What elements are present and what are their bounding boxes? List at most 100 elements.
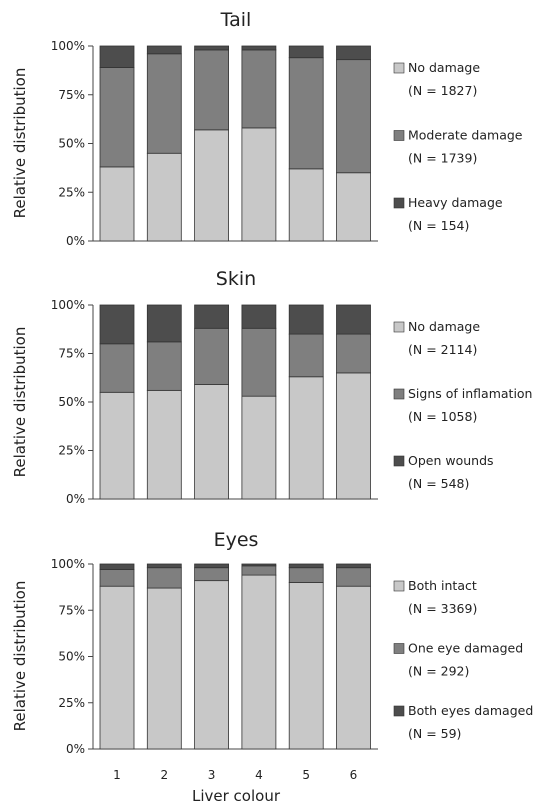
y-tick-label-0-4: 100%: [51, 39, 85, 53]
bar-segment-2-2-0: [194, 580, 230, 750]
bar-segment-0-5-2: [336, 45, 371, 61]
legend-label-1-0: No damage: [408, 319, 480, 334]
bar-segment-2-4-2: [288, 563, 324, 569]
bar-segment-2-0-0: [99, 585, 135, 750]
bar-segment-0-0-0: [99, 166, 135, 242]
x-axis-label: Liver colour: [192, 787, 281, 805]
y-tick-label-0-3: 75%: [58, 88, 85, 102]
bar-segment-1-2-0: [194, 384, 230, 500]
bar-segment-1-1-2: [146, 304, 182, 343]
legend-swatch-0-2: [393, 197, 405, 209]
chart-title-0: Tail: [220, 9, 252, 31]
bar-segment-1-5-0: [336, 372, 371, 500]
bar-segment-2-3-2: [241, 563, 277, 567]
x-tick-label-2: 3: [208, 768, 216, 782]
bar-segment-0-2-0: [194, 129, 230, 242]
legend-swatch-0-1: [393, 130, 405, 141]
bar-segment-0-3-0: [241, 127, 277, 242]
legend-label-0-1: Moderate damage: [408, 128, 523, 143]
legend-count-0-2: (N = 154): [408, 218, 469, 233]
y-tick-label-1-4: 100%: [51, 298, 85, 312]
legend-label-1-2: Open wounds: [408, 453, 494, 468]
bar-segment-2-1-2: [146, 563, 182, 569]
bar-segment-0-1-1: [146, 53, 182, 154]
legend-count-0-1: (N = 1739): [408, 151, 477, 166]
bar-segment-0-0-1: [99, 67, 135, 168]
y-tick-label-0-2: 50%: [58, 137, 85, 151]
bar-segment-1-5-2: [336, 304, 371, 335]
legend-swatch-1-0: [393, 321, 405, 333]
bar-segment-2-5-1: [336, 567, 371, 587]
bar-segment-0-4-1: [288, 57, 324, 170]
bar-segment-0-1-0: [146, 152, 182, 242]
bar-segment-0-5-0: [336, 172, 371, 242]
bar-segment-1-2-2: [194, 304, 230, 329]
legend-swatch-2-1: [393, 643, 405, 654]
bar-segment-0-1-2: [146, 45, 182, 55]
legend-swatch-2-0: [393, 580, 405, 592]
legend-count-1-2: (N = 548): [408, 476, 469, 491]
legend-count-2-2: (N = 59): [408, 726, 461, 741]
y-tick-label-1-0: 0%: [66, 492, 85, 506]
bar-segment-1-4-0: [288, 376, 324, 500]
x-tick-label-4: 5: [302, 768, 310, 782]
bar-segment-1-0-1: [99, 343, 135, 393]
bar-segment-1-5-1: [336, 333, 371, 374]
legend-swatch-1-1: [393, 388, 405, 400]
legend-label-2-1: One eye damaged: [408, 641, 523, 656]
bar-segment-2-3-1: [241, 565, 277, 576]
bar-segment-0-0-2: [99, 45, 135, 68]
legend-label-2-0: Both intact: [408, 578, 477, 593]
y-tick-label-0-0: 0%: [66, 234, 85, 248]
bar-segment-2-1-1: [146, 567, 182, 589]
bar-segment-2-4-0: [288, 582, 324, 750]
y-tick-label-2-1: 25%: [58, 696, 85, 710]
bar-segment-2-0-1: [99, 569, 135, 587]
bar-segment-1-0-0: [99, 391, 135, 500]
legend-count-2-0: (N = 3369): [408, 601, 477, 616]
legend-label-1-1: Signs of inflamation: [408, 386, 532, 401]
bar-segment-0-2-1: [194, 49, 230, 131]
bar-segment-1-4-2: [288, 304, 324, 335]
bar-segment-0-2-2: [194, 45, 230, 51]
legend-count-2-1: (N = 292): [408, 664, 469, 679]
y-axis-label-1: Relative distribution: [11, 327, 29, 478]
x-tick-label-1: 2: [160, 768, 168, 782]
chart-title-1: Skin: [216, 268, 256, 290]
legend-label-2-2: Both eyes damaged: [408, 703, 533, 718]
x-tick-label-3: 4: [255, 768, 263, 782]
y-tick-label-2-3: 75%: [58, 603, 85, 617]
bar-segment-1-3-0: [241, 395, 277, 500]
legend-count-1-1: (N = 1058): [408, 409, 477, 424]
bar-segment-1-3-1: [241, 327, 277, 397]
bar-segment-1-4-1: [288, 333, 324, 378]
bar-segment-2-0-2: [99, 563, 135, 570]
bar-segment-1-2-1: [194, 327, 230, 385]
bar-segment-2-2-1: [194, 567, 230, 582]
bar-segment-0-4-2: [288, 45, 324, 59]
y-tick-label-2-2: 50%: [58, 650, 85, 664]
bar-segment-0-3-2: [241, 45, 277, 51]
y-tick-label-2-4: 100%: [51, 557, 85, 571]
bar-segment-2-4-1: [288, 567, 324, 583]
y-tick-label-1-2: 50%: [58, 395, 85, 409]
y-tick-label-2-0: 0%: [66, 742, 85, 756]
bar-segment-2-5-0: [336, 585, 371, 750]
bar-segment-2-1-0: [146, 587, 182, 750]
x-tick-label-0: 1: [113, 768, 121, 782]
bar-segment-1-0-2: [99, 304, 135, 345]
legend-label-0-2: Heavy damage: [408, 195, 503, 210]
y-axis-label-2: Relative distribution: [11, 581, 29, 732]
y-tick-label-1-3: 75%: [58, 347, 85, 361]
y-axis-label-0: Relative distribution: [11, 68, 29, 219]
bar-segment-2-5-2: [336, 563, 371, 569]
x-tick-label-5: 6: [350, 768, 358, 782]
bar-segment-0-4-0: [288, 168, 324, 242]
bar-segment-1-3-2: [241, 304, 277, 329]
bar-segment-0-3-1: [241, 49, 277, 129]
bar-segment-2-3-0: [241, 574, 277, 750]
legend-swatch-2-2: [393, 705, 405, 717]
legend-swatch-1-2: [393, 455, 405, 467]
bar-segment-0-5-1: [336, 59, 371, 174]
